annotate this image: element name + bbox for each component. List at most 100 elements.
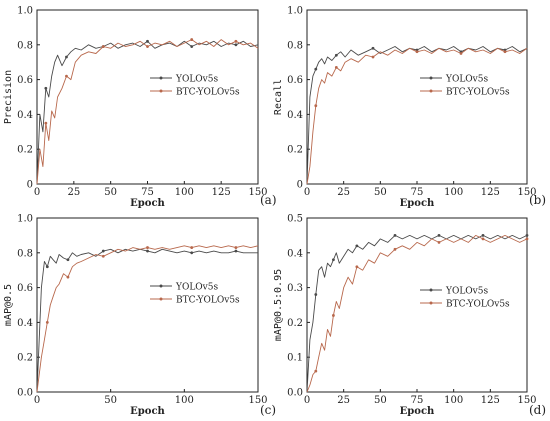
panel-label: (d) bbox=[529, 403, 546, 417]
panel-label: (b) bbox=[529, 193, 546, 207]
panel-d: 0 25 50 75 100 125 150 0.0 0.1 0.2 0.3 0.4 0.5 Epoch m… bbox=[273, 214, 546, 418]
x-tick-label: 100 bbox=[444, 187, 463, 198]
series-line-btc-yolov5s bbox=[36, 39, 259, 185]
series-line-yolov5s bbox=[306, 46, 528, 185]
x-tick-label: 150 bbox=[517, 187, 536, 198]
y-tick-label: 1.0 bbox=[287, 6, 303, 17]
x-tick-label: 25 bbox=[337, 187, 350, 198]
series-point bbox=[334, 53, 338, 57]
series-line-btc-yolov5s bbox=[306, 234, 528, 393]
series-line-yolov5s bbox=[36, 40, 259, 185]
series-point bbox=[45, 321, 49, 324]
series-point bbox=[332, 314, 335, 317]
legend-marker bbox=[429, 76, 433, 80]
series-point bbox=[44, 121, 48, 125]
legend: YOLOv5s BTC-YOLOv5s bbox=[420, 287, 510, 310]
y-tick-label: 0.6 bbox=[17, 75, 33, 86]
x-tick-label: 100 bbox=[444, 395, 463, 406]
series-point bbox=[437, 240, 441, 244]
legend-marker bbox=[159, 284, 163, 288]
y-tick-label: 0.8 bbox=[17, 248, 33, 259]
series-point bbox=[234, 249, 238, 253]
y-tick-label: 1.0 bbox=[17, 6, 33, 17]
series-point bbox=[190, 251, 194, 255]
series-point bbox=[101, 45, 105, 48]
legend-marker bbox=[159, 89, 163, 93]
x-tick-label: 150 bbox=[248, 395, 267, 406]
series-point bbox=[334, 66, 338, 69]
x-tick-label: 0 bbox=[304, 187, 310, 198]
y-tick-label: 0.8 bbox=[17, 40, 33, 51]
y-tick-label: 0.4 bbox=[287, 110, 303, 121]
series-line-btc-yolov5s bbox=[36, 245, 259, 393]
panel-b: 0 25 50 75 100 125 150 0 0.2 0.4 0.6 0.8 1.0 Epoch Rec… bbox=[273, 6, 546, 210]
x-tick-label: 75 bbox=[411, 395, 424, 406]
y-tick-label: 0.6 bbox=[17, 283, 33, 294]
series-point bbox=[234, 39, 238, 43]
y-axis-label: Precision bbox=[3, 70, 14, 124]
y-tick-label: 1.0 bbox=[17, 214, 33, 225]
x-tick-label: 125 bbox=[481, 187, 500, 198]
legend-marker bbox=[429, 301, 433, 305]
x-axis-label: Epoch bbox=[130, 198, 165, 209]
legend: YOLOv5s BTC-YOLOv5s bbox=[150, 75, 240, 98]
legend-label: YOLOv5s bbox=[445, 287, 488, 297]
y-tick-label: 0.2 bbox=[17, 353, 33, 364]
x-tick-label: 50 bbox=[374, 395, 387, 406]
x-axis-label: Epoch bbox=[400, 406, 435, 417]
x-axis-label: Epoch bbox=[400, 198, 435, 209]
series-point bbox=[314, 369, 318, 373]
x-tick-label: 50 bbox=[104, 395, 117, 406]
x-tick-label: 125 bbox=[481, 395, 500, 406]
y-axis-label: mAP@0.5:0.95 bbox=[273, 269, 284, 341]
legend-marker bbox=[159, 76, 163, 80]
y-tick-label: 0.4 bbox=[287, 248, 303, 259]
legend-label: YOLOv5s bbox=[175, 75, 218, 85]
series-point bbox=[101, 249, 105, 253]
series-point bbox=[525, 234, 529, 237]
x-tick-label: 25 bbox=[67, 187, 80, 198]
y-tick-label: 0.2 bbox=[17, 145, 33, 156]
series-point bbox=[393, 234, 397, 237]
x-tick-label: 150 bbox=[517, 395, 536, 406]
series-point bbox=[314, 104, 318, 108]
x-tick-label: 100 bbox=[175, 395, 194, 406]
series-point bbox=[101, 254, 105, 258]
legend-marker bbox=[159, 297, 163, 301]
series-point bbox=[332, 258, 335, 262]
y-tick-label: 0.0 bbox=[287, 388, 303, 399]
series-line-yolov5s bbox=[306, 234, 528, 393]
plot-frame bbox=[36, 217, 259, 393]
y-axis-label: Recall bbox=[273, 79, 284, 115]
series-point bbox=[190, 45, 194, 48]
x-tick-label: 75 bbox=[141, 187, 154, 198]
series-point bbox=[45, 265, 49, 269]
series-point bbox=[66, 258, 70, 262]
x-tick-label: 25 bbox=[337, 395, 350, 406]
series-point bbox=[437, 234, 441, 237]
y-axis-label: mAP@0.5 bbox=[3, 284, 14, 326]
x-axis-label: Epoch bbox=[130, 406, 165, 417]
x-tick-label: 75 bbox=[411, 187, 424, 198]
y-tick-label: 0.1 bbox=[287, 353, 303, 364]
series-point bbox=[65, 74, 68, 78]
series-point bbox=[146, 39, 149, 43]
y-tick-label: 0.3 bbox=[287, 283, 303, 294]
legend: YOLOv5s BTC-YOLOv5s bbox=[420, 75, 510, 98]
panel-label: (a) bbox=[260, 193, 277, 207]
y-tick-label: 0.5 bbox=[287, 214, 303, 225]
y-tick-label: 0 bbox=[27, 180, 33, 191]
series-point bbox=[459, 52, 463, 55]
series-point bbox=[481, 234, 485, 237]
series-point bbox=[66, 275, 70, 279]
legend-label: BTC-YOLOv5s bbox=[176, 88, 240, 98]
y-tick-label: 0.6 bbox=[287, 75, 303, 86]
series-point bbox=[371, 46, 375, 50]
series-line-yolov5s bbox=[36, 248, 258, 393]
series-point bbox=[393, 247, 397, 251]
series-point bbox=[190, 38, 194, 41]
series-point bbox=[234, 246, 238, 249]
legend: YOLOv5s BTC-YOLOv5s bbox=[150, 283, 240, 306]
panel-c: 0 50 100 150 0.0 0.2 0.4 0.6 0.8 1.0 Epoch mAP@0.5 (… bbox=[3, 214, 276, 418]
